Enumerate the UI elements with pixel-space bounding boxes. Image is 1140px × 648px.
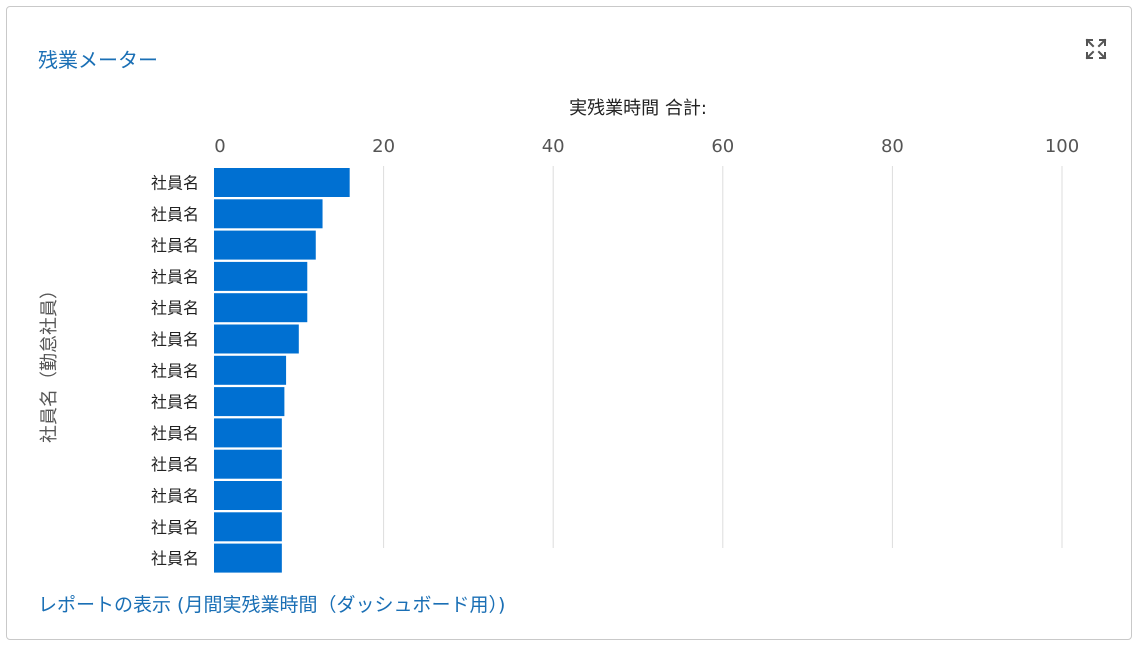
category-label: 社員名 bbox=[151, 236, 199, 255]
bar[interactable] bbox=[214, 418, 282, 448]
chart-title: 実残業時間 合計: bbox=[569, 98, 707, 119]
bar[interactable] bbox=[214, 449, 282, 479]
bar[interactable] bbox=[214, 481, 282, 510]
x-tick-label: 40 bbox=[542, 136, 565, 157]
category-label: 社員名 bbox=[151, 455, 199, 474]
category-label: 社員名 bbox=[151, 549, 199, 568]
bar[interactable] bbox=[214, 387, 285, 417]
dashboard-card bbox=[6, 6, 1132, 640]
bar[interactable] bbox=[214, 199, 323, 229]
category-label: 社員名 bbox=[151, 361, 199, 380]
x-tick-label: 60 bbox=[711, 136, 734, 157]
bar[interactable] bbox=[214, 324, 299, 354]
category-label: 社員名 bbox=[151, 174, 199, 193]
category-label: 社員名 bbox=[151, 299, 199, 318]
category-label: 社員名 bbox=[151, 330, 199, 349]
x-tick-label: 0 bbox=[214, 136, 225, 157]
category-label: 社員名 bbox=[151, 267, 199, 286]
bar[interactable] bbox=[214, 543, 282, 573]
bar[interactable] bbox=[214, 355, 287, 385]
bar[interactable] bbox=[214, 261, 308, 291]
y-axis-label: 社員名（勤怠社員） bbox=[39, 281, 60, 443]
bar[interactable] bbox=[214, 293, 308, 323]
category-label: 社員名 bbox=[151, 205, 199, 224]
category-label: 社員名 bbox=[151, 518, 199, 537]
x-tick-label: 80 bbox=[881, 136, 904, 157]
category-label: 社員名 bbox=[151, 393, 199, 412]
x-tick-label: 100 bbox=[1045, 136, 1079, 157]
category-label: 社員名 bbox=[151, 424, 199, 443]
x-tick-label: 20 bbox=[372, 136, 395, 157]
expand-icon[interactable] bbox=[1084, 37, 1108, 61]
widget-title[interactable]: 残業メーター bbox=[38, 48, 158, 72]
bar[interactable] bbox=[214, 512, 282, 542]
bar[interactable] bbox=[214, 230, 316, 260]
bar[interactable] bbox=[214, 168, 350, 197]
report-link[interactable]: レポートの表示 (月間実残業時間（ダッシュボード用）) bbox=[38, 594, 506, 616]
category-label: 社員名 bbox=[151, 487, 199, 506]
